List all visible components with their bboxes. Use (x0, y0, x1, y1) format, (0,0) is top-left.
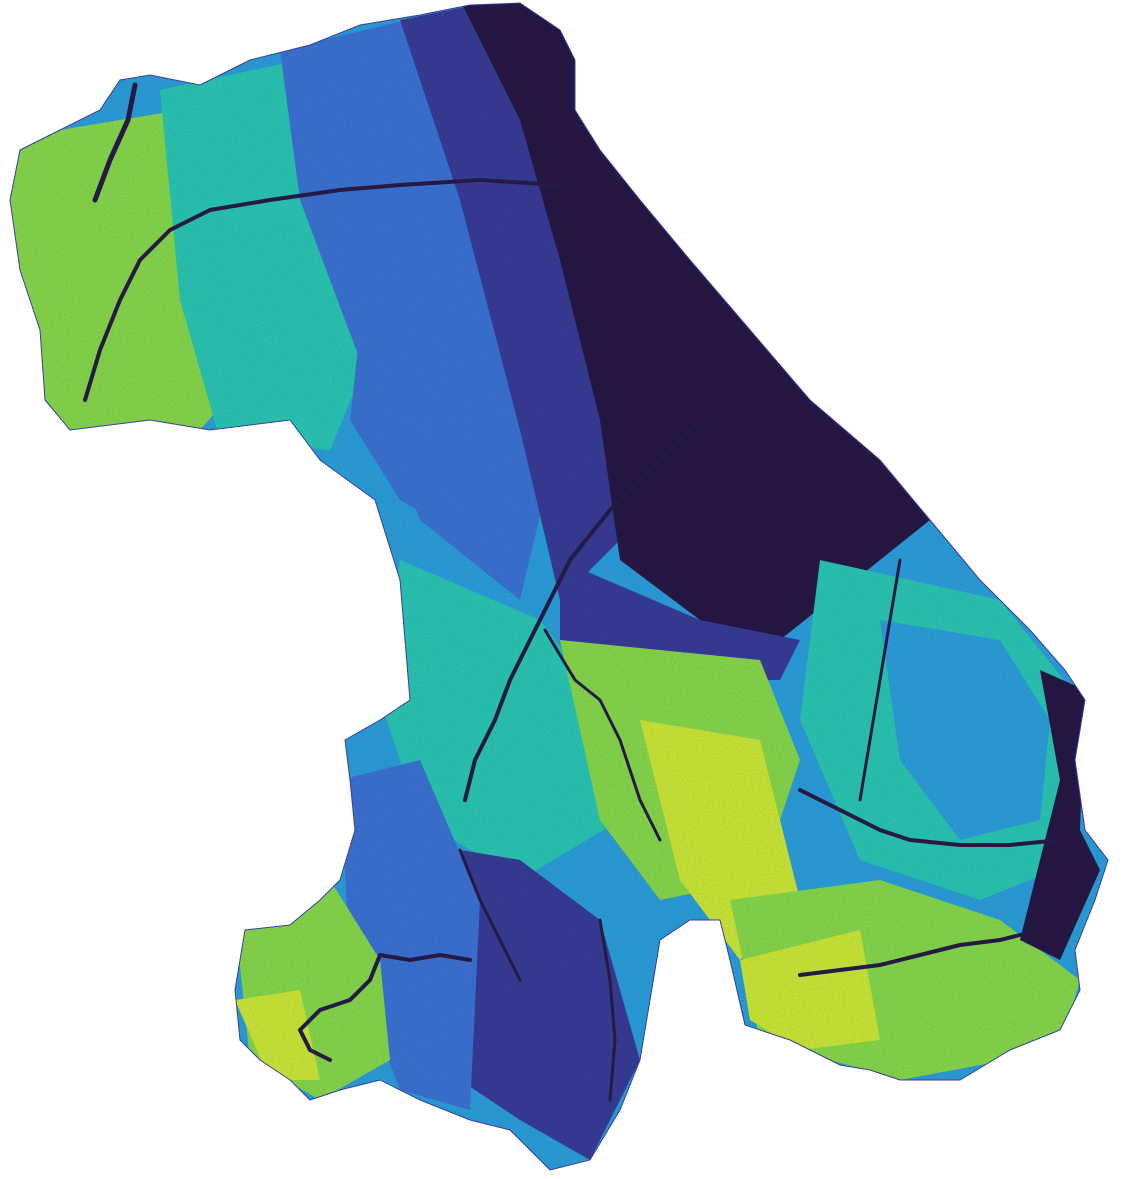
river-southeast-branch (798, 928, 1042, 977)
zone-mid-high-center (380, 560, 620, 880)
river-west-main (83, 178, 562, 402)
zone-very-low-coast (460, 3, 930, 640)
zone-very-high-southwest (235, 990, 320, 1080)
river-northwest-channel (92, 82, 138, 203)
river-east-north-branch (858, 558, 902, 802)
river-east-main (798, 788, 1062, 847)
zone-very-high-southeast (740, 930, 880, 1050)
river-southcentral (598, 918, 617, 1102)
zone-mid-low-center-west (350, 330, 520, 540)
zone-mid-east-inner (880, 620, 1050, 840)
zone-mid-high-west (160, 60, 380, 450)
region-outline (9, 2, 1109, 1171)
river-central-south (543, 628, 662, 842)
river-south-inland (458, 848, 522, 982)
drainage-network (83, 82, 1062, 1102)
river-southwest-meander (298, 953, 472, 1062)
river-central-diagonal (463, 418, 702, 802)
